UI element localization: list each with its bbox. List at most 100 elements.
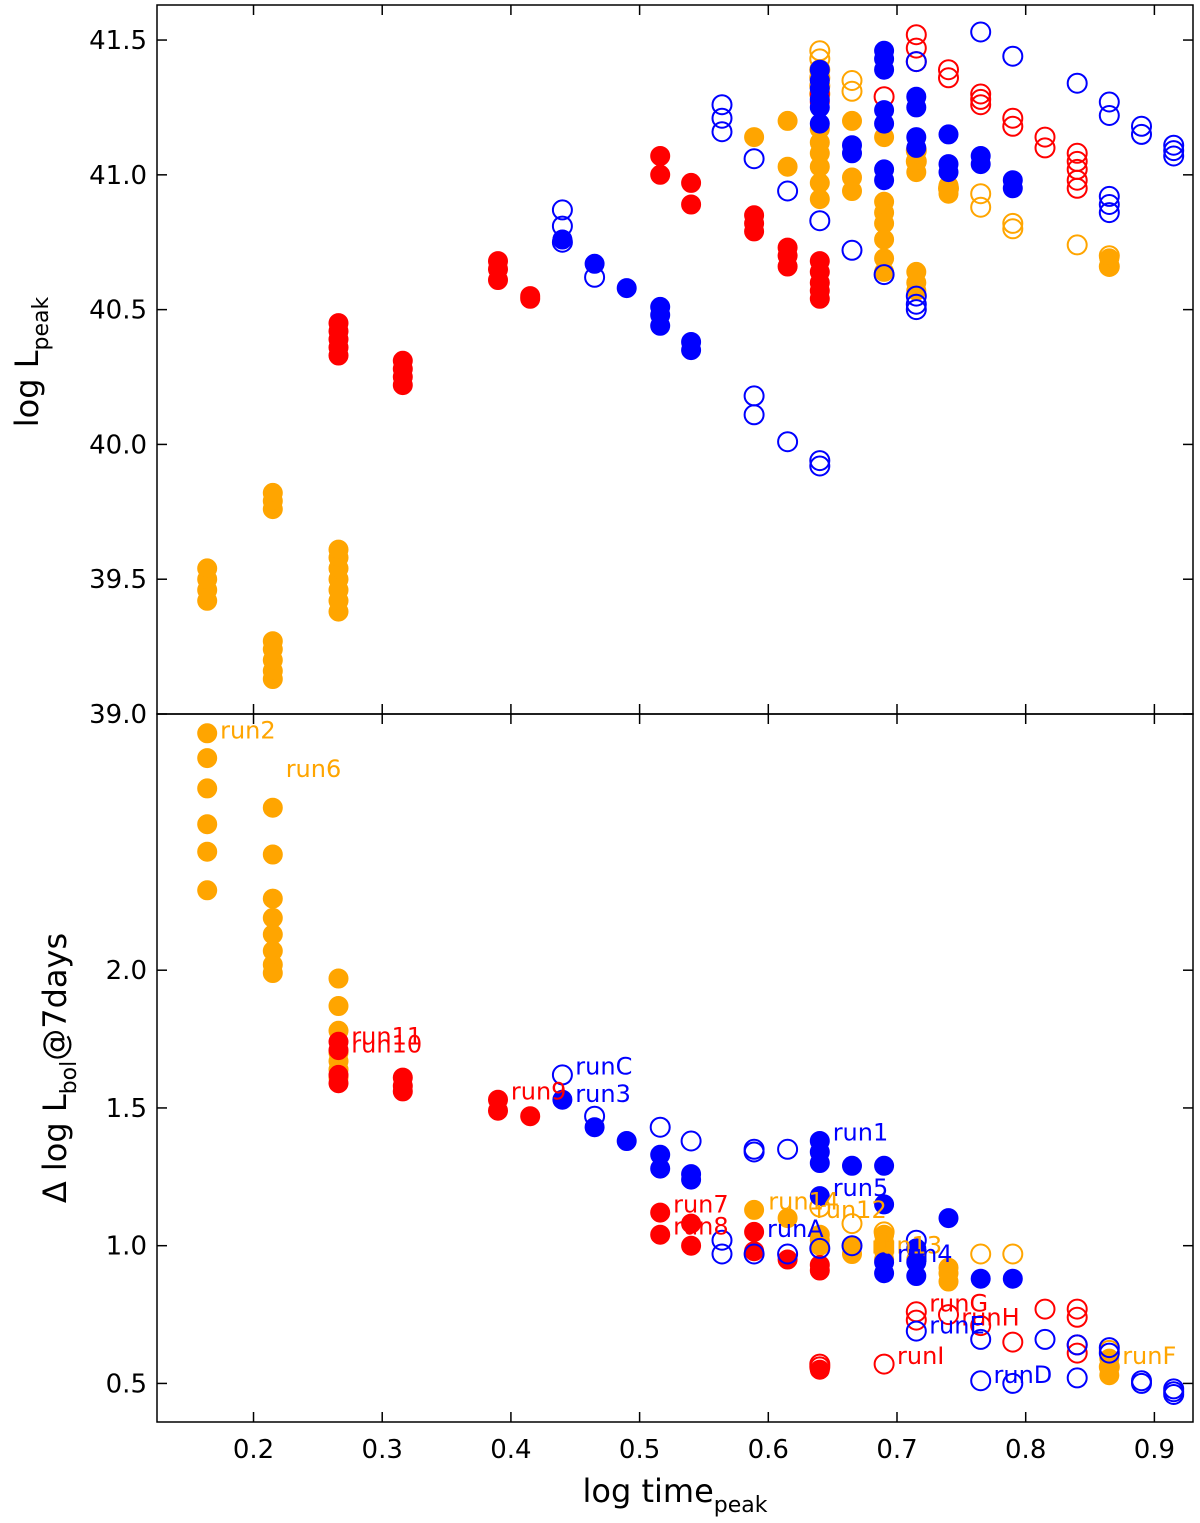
bottom-point-blue-open-8 bbox=[743, 1243, 765, 1265]
top-point-blue-open-32 bbox=[1163, 140, 1185, 162]
top-point-blue-open-19 bbox=[905, 299, 927, 321]
top-point-blue-open-27 bbox=[1098, 194, 1120, 215]
bottom-point-orange-open-4 bbox=[1002, 1243, 1024, 1265]
top-point-blue-open-15 bbox=[841, 239, 863, 261]
bottom-x-tick-label: 0.9 bbox=[1134, 1435, 1175, 1465]
bottom-point-red-open-7 bbox=[1002, 1331, 1024, 1353]
top-point-blue-open-23 bbox=[1066, 72, 1088, 94]
top-point-orange-filled-30 bbox=[842, 181, 862, 201]
bottom-point-blue-filled-11 bbox=[842, 1155, 862, 1176]
top-point-orange-open-6 bbox=[841, 70, 863, 91]
bottom-point-red-open-12 bbox=[1066, 1342, 1088, 1364]
bottom-point-red-open-10 bbox=[1066, 1306, 1088, 1328]
top-point-blue-open-21 bbox=[970, 21, 992, 43]
top-point-blue-open-26 bbox=[1098, 185, 1120, 207]
top-point-orange-open-11 bbox=[970, 183, 992, 205]
top-point-blue-open-8 bbox=[743, 404, 765, 426]
top-y-axis-label: log Lpeak bbox=[8, 296, 54, 427]
top-point-red-open-6 bbox=[970, 83, 992, 105]
top-point-blue-filled-20 bbox=[874, 113, 895, 134]
top-point-orange-filled-11 bbox=[262, 482, 283, 503]
top-point-red-open-12 bbox=[1034, 137, 1056, 159]
bottom-point-blue-open-21 bbox=[1098, 1337, 1120, 1359]
bottom-annotation-run4: run4 bbox=[897, 1240, 953, 1268]
bottom-point-blue-open-27 bbox=[1163, 1384, 1185, 1405]
bottom-point-orange-filled-3 bbox=[197, 814, 218, 835]
top-point-red-filled-16 bbox=[681, 172, 702, 193]
bottom-point-blue-filled-21 bbox=[1002, 1268, 1023, 1289]
bottom-point-blue-filled-4 bbox=[650, 1158, 671, 1179]
top-point-red-open-8 bbox=[970, 94, 992, 116]
top-point-orange-open-13 bbox=[1002, 212, 1024, 234]
bottom-point-orange-filled-38 bbox=[1099, 1365, 1120, 1386]
bottom-annotation-run1: run1 bbox=[833, 1119, 889, 1147]
bottom-point-blue-open-11 bbox=[809, 1237, 831, 1259]
top-point-red-open-5 bbox=[938, 67, 959, 89]
bottom-annotation-run5: run5 bbox=[833, 1174, 889, 1202]
top-point-blue-open-29 bbox=[1131, 115, 1152, 137]
top-point-blue-filled-29 bbox=[938, 162, 959, 183]
bottom-point-red-filled-14 bbox=[744, 1221, 765, 1242]
top-point-blue-open-7 bbox=[743, 385, 765, 407]
bottom-point-blue-filled-19 bbox=[938, 1208, 959, 1229]
top-point-blue-open-14 bbox=[809, 210, 831, 232]
top-point-orange-filled-44 bbox=[938, 183, 959, 204]
bottom-point-blue-filled-6 bbox=[681, 1169, 702, 1190]
bottom-point-red-open-8 bbox=[1034, 1298, 1056, 1320]
bottom-point-orange-open-1 bbox=[841, 1213, 863, 1235]
bottom-point-orange-filled-35 bbox=[938, 1271, 959, 1292]
top-point-orange-filled-35 bbox=[874, 229, 895, 250]
top-point-red-open-17 bbox=[1066, 177, 1088, 199]
top-point-red-filled-8 bbox=[392, 375, 413, 396]
bottom-annotation-runC: runC bbox=[575, 1053, 632, 1081]
bottom-point-blue-open-1 bbox=[584, 1105, 606, 1127]
top-point-blue-open-25 bbox=[1098, 105, 1120, 126]
bottom-point-red-filled-9 bbox=[520, 1106, 541, 1127]
bottom-annotation-runE: runE bbox=[929, 1312, 984, 1340]
bottom-point-blue-open-22 bbox=[1098, 1342, 1120, 1364]
top-point-blue-open-4 bbox=[711, 94, 733, 116]
top-data-points bbox=[197, 21, 1185, 689]
top-point-blue-open-3 bbox=[584, 266, 606, 288]
bottom-point-red-filled-8 bbox=[488, 1100, 508, 1121]
top-point-red-open-2 bbox=[905, 37, 927, 59]
top-point-orange-filled-28 bbox=[842, 110, 862, 131]
top-point-blue-filled-22 bbox=[874, 170, 895, 191]
bottom-x-tick-label: 0.2 bbox=[233, 1435, 274, 1465]
top-point-blue-filled-5 bbox=[650, 315, 671, 336]
top-point-blue-open-9 bbox=[743, 148, 765, 170]
bottom-y-tick-label: 1.0 bbox=[106, 1232, 147, 1262]
top-point-blue-filled-24 bbox=[906, 97, 927, 118]
top-point-blue-open-31 bbox=[1163, 134, 1185, 156]
top-point-orange-filled-8 bbox=[262, 631, 283, 652]
bottom-point-red-filled-6 bbox=[392, 1081, 413, 1102]
bottom-point-blue-filled-10 bbox=[809, 1186, 830, 1207]
bottom-point-red-filled-3 bbox=[328, 1073, 349, 1094]
top-y-tick-label: 40.0 bbox=[89, 430, 147, 460]
top-point-orange-open-15 bbox=[1066, 234, 1088, 256]
bottom-point-blue-open-17 bbox=[1002, 1372, 1024, 1394]
bottom-annotation-runH: runH bbox=[961, 1303, 1019, 1331]
bottom-annotation-run8: run8 bbox=[673, 1212, 729, 1240]
bottom-annotation-run13: run13 bbox=[871, 1232, 942, 1260]
bottom-point-blue-filled-20 bbox=[970, 1268, 991, 1289]
bottom-x-tick-label: 0.7 bbox=[876, 1435, 917, 1465]
bottom-point-red-filled-1 bbox=[328, 1040, 349, 1061]
top-point-blue-open-28 bbox=[1098, 202, 1120, 224]
top-point-red-filled-28 bbox=[809, 288, 830, 309]
bottom-point-orange-filled-7 bbox=[262, 844, 283, 865]
bottom-point-orange-open-3 bbox=[970, 1243, 992, 1265]
bottom-plot-frame bbox=[156, 713, 1194, 1423]
bottom-point-blue-open-19 bbox=[1066, 1367, 1088, 1389]
top-point-blue-open-11 bbox=[777, 180, 799, 202]
bottom-point-orange-filled-4 bbox=[197, 841, 218, 862]
top-point-blue-open-20 bbox=[905, 51, 927, 73]
bottom-axes: 0.2 0.3 0.4 0.5 0.6 0.7 0.8 0.9 0.5 1.0 1.5 2.0 bbox=[106, 714, 1193, 1465]
bottom-y-tick-label: 2.0 bbox=[106, 956, 147, 986]
top-point-orange-filled-19 bbox=[744, 127, 765, 148]
x-axis-label-sub: peak bbox=[714, 1493, 768, 1518]
top-point-blue-open-16 bbox=[873, 264, 895, 286]
bottom-point-orange-filled-8 bbox=[262, 888, 283, 909]
